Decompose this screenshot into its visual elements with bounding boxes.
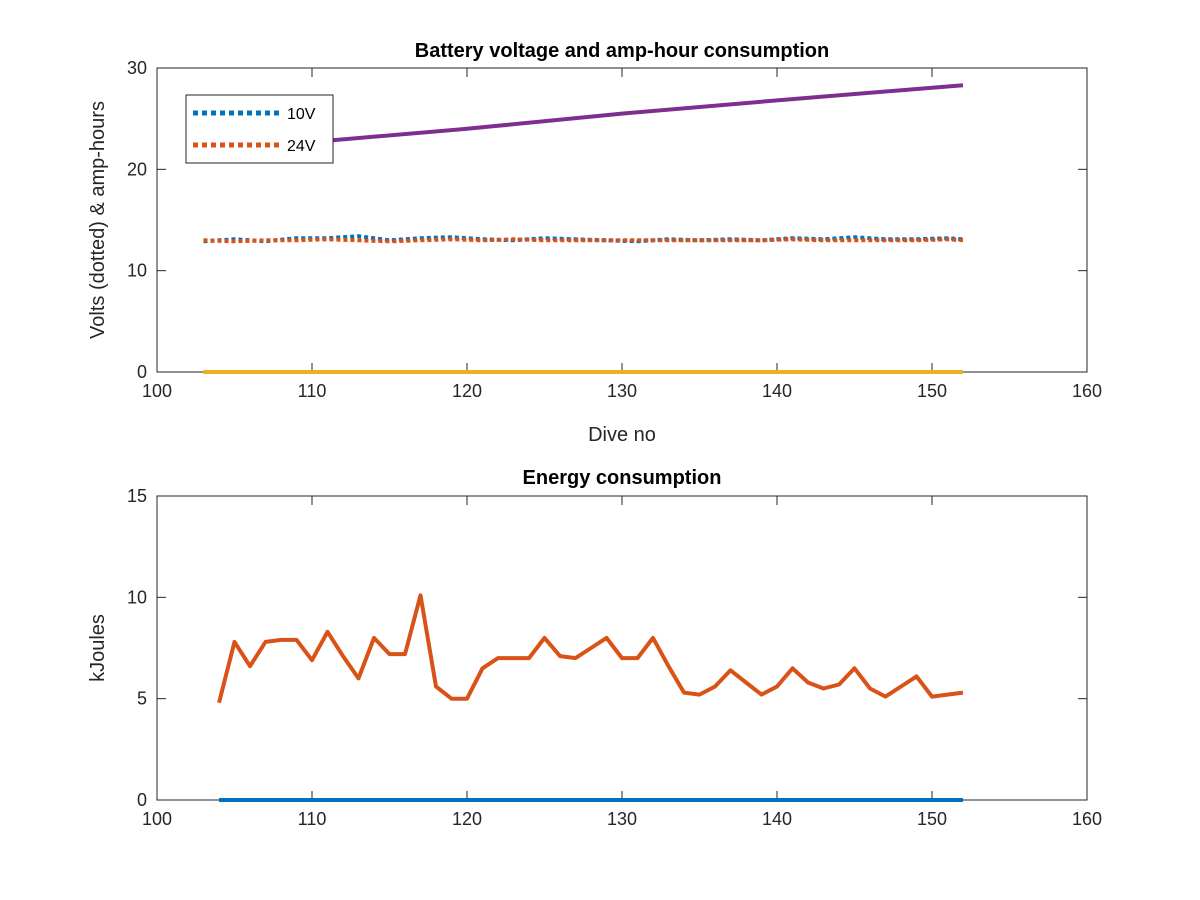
x-tick-label: 160 (1072, 381, 1102, 401)
chart-battery-xlabel: Dive no (588, 424, 656, 446)
x-tick-label: 150 (917, 381, 947, 401)
x-tick-label: 110 (298, 809, 327, 829)
y-tick-label: 0 (137, 362, 147, 382)
chart-energy-series (217, 593, 964, 802)
chart-battery-title: Battery voltage and amp-hour consumption (415, 40, 829, 62)
chart-battery: Battery voltage and amp-hour consumption… (87, 40, 1102, 446)
chart-energy-title: Energy consumption (523, 467, 722, 489)
x-tick-label: 140 (762, 809, 792, 829)
y-tick-label: 20 (127, 159, 147, 179)
y-tick-label: 15 (127, 486, 147, 506)
x-tick-label: 130 (607, 381, 637, 401)
chart-battery-ticks: 100 110 120 130 140 150 160 0 10 20 30 (127, 58, 1102, 401)
y-tick-label: 30 (127, 58, 147, 78)
x-tick-label: 150 (917, 809, 947, 829)
x-tick-label: 160 (1072, 809, 1102, 829)
legend-label-24v: 24V (287, 138, 316, 155)
series-line-24v (203, 237, 964, 244)
series-line-c1-s0 (217, 593, 964, 704)
x-tick-label: 120 (452, 809, 482, 829)
chart-energy-ticks: 100 110 120 130 140 150 160 0 5 10 15 (127, 486, 1102, 829)
x-tick-label: 110 (298, 381, 327, 401)
x-tick-label: 100 (142, 809, 172, 829)
legend-box (185, 94, 334, 164)
chart-battery-legend: 10V 24V (185, 94, 334, 164)
y-tick-label: 0 (137, 790, 147, 810)
legend-label-10v: 10V (287, 106, 316, 123)
y-tick-label: 10 (127, 261, 147, 281)
chart-battery-ylabel: Volts (dotted) & amp-hours (87, 101, 109, 339)
y-tick-label: 5 (137, 689, 147, 709)
y-tick-label: 10 (127, 587, 147, 607)
x-tick-label: 100 (142, 381, 172, 401)
x-tick-label: 130 (607, 809, 637, 829)
chart-energy: Energy consumption kJoules 100 110 120 130 1… (87, 467, 1102, 829)
chart-energy-ylabel: kJoules (87, 614, 109, 682)
x-tick-label: 140 (762, 381, 792, 401)
x-tick-label: 120 (452, 381, 482, 401)
